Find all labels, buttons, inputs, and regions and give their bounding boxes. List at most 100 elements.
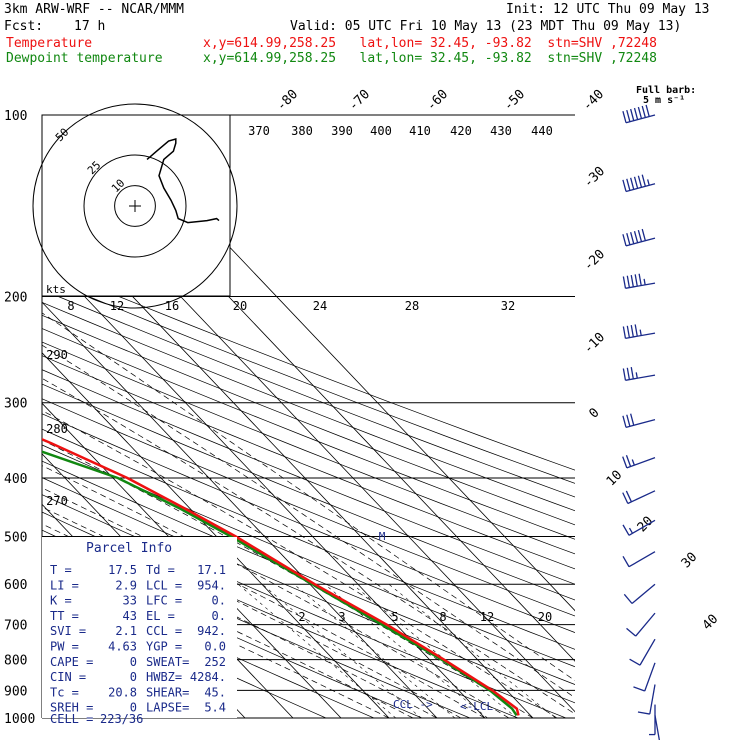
ccl-marker: CCL -> [393, 698, 433, 711]
wind-barb-flag [622, 234, 627, 247]
parcel-info-value: 942. [197, 624, 226, 638]
parcel-info-key: SWEAT= [146, 655, 189, 669]
parcel-info-key: CIN = [50, 670, 86, 684]
pressure-label: 400 [4, 472, 27, 487]
pressure-label: 900 [4, 684, 27, 699]
theta-label: 440 [531, 124, 553, 138]
wind-barb-flag [626, 627, 637, 637]
mixing-ratio-label: 16 [165, 299, 179, 313]
mixing-ratio-label: 20 [233, 299, 247, 313]
wind-barb-half-flag [639, 329, 642, 336]
moist-adiabat-line [42, 538, 414, 718]
mixing-ratio-label: 32 [501, 299, 515, 313]
wind-barb-flag [630, 177, 635, 190]
isotherm-label: -70 [346, 87, 373, 114]
wind-barb-flag [630, 274, 634, 288]
isotherm-label: 10 [604, 468, 626, 490]
parcel-info-key: EL = [146, 609, 175, 623]
parcel-info-row: CAPE = 0 SWEAT= 252 [50, 655, 226, 669]
parcel-info-value: 0 [130, 701, 137, 715]
isotherm-label: -20 [581, 247, 608, 274]
mixing-ratio-line [262, 583, 422, 718]
wind-barb-flag [626, 109, 631, 122]
parcel-info-key: LI = [50, 578, 79, 592]
wind-barb-flag [626, 275, 631, 288]
parcel-info-value: 954. [197, 578, 226, 592]
dry-adiabat-line [42, 276, 575, 484]
wind-barb-flag [622, 415, 627, 428]
dry-adiabat-line [42, 355, 575, 570]
full-barb-units: 5 m s⁻¹ [643, 95, 685, 106]
parcel-info-value: 45. [204, 685, 226, 699]
wind-barb-flag [622, 556, 630, 568]
wind-barb-flag [626, 367, 631, 380]
wind-barb-flag [641, 228, 646, 241]
parcel-info-key: Td = [146, 563, 175, 577]
wind-barb [622, 413, 656, 428]
wind-barb-flag [633, 230, 639, 243]
legend-temperature-info: x,y=614.99,258.25 lat,lon= 32.45, -93.82… [203, 36, 657, 51]
wind-barb-half-flag [635, 372, 638, 379]
mixing-ratio-label: 24 [313, 299, 327, 313]
wind-barb-flag [637, 175, 643, 188]
pressure-label: 500 [4, 530, 27, 545]
wind-barb-half-flag [631, 459, 635, 466]
isotherm-label: 20 [635, 514, 657, 536]
wind-barb [622, 324, 656, 339]
wind-barb-staff [625, 418, 656, 428]
parcel-info-key: Tc = [50, 685, 79, 699]
parcel-info-value: 0 [130, 670, 137, 684]
dry-adiabat-line [42, 398, 575, 617]
full-barb-label: Full barb: [636, 85, 696, 96]
theta-label: 370 [248, 124, 270, 138]
parcel-info-title: Parcel Info [86, 541, 172, 556]
isotherm-label: -80 [274, 87, 301, 114]
wind-barb-flag [634, 274, 638, 287]
wind-barb-staff [628, 551, 656, 568]
parcel-cell-value: 223/36 [100, 712, 143, 726]
parcel-info-value: 252 [204, 655, 226, 669]
dry-adiabat-line [42, 383, 575, 601]
parcel-info-key: SREH = [50, 701, 93, 715]
theta-label: 430 [490, 124, 512, 138]
dewpoint-profile-line [42, 450, 518, 717]
isotherm-line [42, 402, 342, 718]
wind-barb-flag [622, 492, 629, 504]
isotherm-label: -30 [581, 164, 608, 191]
mixing-ratio-line [388, 583, 556, 718]
pressure-label: 1000 [4, 712, 35, 727]
forecast-hour: 17 h [74, 19, 106, 34]
wind-barb-flag [629, 658, 641, 666]
parcel-info-row: PW = 4.63 YGP = 0.0 [50, 640, 226, 654]
parcel-info-value: 17.5 [108, 563, 137, 577]
wind-barb-staff [654, 715, 661, 740]
theta-label: 410 [409, 124, 431, 138]
wind-barb-flag [630, 413, 635, 426]
isotherm-line [42, 251, 486, 718]
dry-adiabat-line [42, 264, 575, 471]
wind-barb-flag [626, 325, 631, 338]
parcel-info-row: K = 33 LFC = 0. [50, 594, 226, 608]
wind-barb-staff [649, 684, 656, 715]
wind-barb-staff [625, 183, 656, 193]
parcel-info-key: LAPSE= [146, 701, 189, 715]
wind-barb-half-flag [643, 278, 646, 285]
parcel-info-value: 0 [130, 655, 137, 669]
init-time: Init: 12 UTC Thu 09 May 13 [506, 2, 710, 17]
theta-label: 380 [291, 124, 313, 138]
wind-barb [633, 662, 656, 692]
parcel-info-row: TT = 43 EL = 0. [50, 609, 226, 623]
dry-adiabat-line [42, 289, 575, 498]
isotherm-label: -40 [580, 87, 607, 114]
wind-barb-flag [637, 229, 643, 242]
dry-adiabat-line [42, 341, 575, 555]
parcel-info-value: 0.0 [204, 640, 226, 654]
hodograph-trace [146, 138, 220, 224]
wind-barb-staff [625, 374, 656, 381]
wind-barb-flag [645, 104, 650, 117]
wind-barb-staff [628, 519, 656, 536]
theta-label: 270 [46, 494, 68, 508]
wind-barb [626, 612, 656, 637]
wind-barb-staff [625, 282, 656, 289]
wind-barb [622, 228, 656, 247]
